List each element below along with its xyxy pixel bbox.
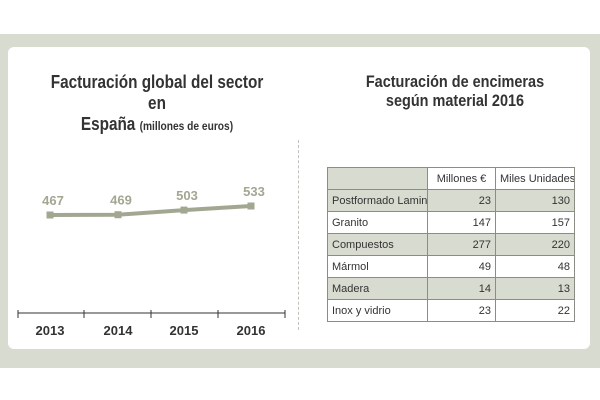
row-label: Inox y vidrio [327,299,428,322]
data-point [114,211,122,219]
x-tick-label: 2014 [104,323,134,338]
table-row: Granito 147 157 [327,211,575,234]
data-label: 503 [176,188,198,203]
row-millones: 49 [427,255,496,278]
x-tick-label: 2016 [237,323,266,338]
material-table: Millones € Miles Unidades Postformado La… [327,167,575,322]
row-miles: 22 [495,299,575,322]
table-row: Compuestos 277 220 [327,233,575,256]
x-tick-label: 2015 [170,323,199,338]
row-millones: 277 [427,233,496,256]
table-row: Madera 14 13 [327,277,575,300]
data-label: 469 [110,193,132,208]
line-chart-title-line1: Facturación global del sector en [50,72,264,113]
row-miles: 13 [495,277,575,300]
row-label: Postformado Laminado [327,189,428,212]
row-label: Compuestos [327,233,428,256]
data-label: 467 [42,193,64,208]
row-miles: 130 [495,189,575,212]
table-title-line2: según material 2016 [385,91,525,110]
line-chart-title-line2: España [80,114,136,134]
data-point [180,206,188,214]
line-chart-title: Facturación global del sector en España … [42,72,272,137]
row-miles: 157 [495,211,575,234]
row-millones: 14 [427,277,496,300]
row-label: Mármol [327,255,428,278]
table-title-line1: Facturación de encimeras [365,72,545,91]
row-miles: 48 [495,255,575,278]
table-row: Postformado Laminado 23 130 [327,189,575,212]
table-title: Facturación de encimeras según material … [349,72,562,110]
table-header-millones: Millones € [427,167,496,190]
table-header-miles: Miles Unidades [495,167,575,190]
row-millones: 23 [427,299,496,322]
dashed-divider [298,140,299,330]
data-label: 533 [243,184,265,199]
data-point [247,202,255,210]
series-line [49,204,252,217]
row-label: Madera [327,277,428,300]
table-row: Inox y vidrio 23 22 [327,299,575,322]
row-millones: 23 [427,189,496,212]
row-millones: 147 [427,211,496,234]
row-label: Granito [327,211,428,234]
table-row: Mármol 49 48 [327,255,575,278]
line-chart-title-units: (millones de euros) [139,119,234,133]
data-point [46,211,54,219]
table-header-row: Millones € Miles Unidades [327,167,575,190]
row-miles: 220 [495,233,575,256]
x-tick-label: 2013 [36,323,65,338]
table-header-blank [327,167,428,190]
